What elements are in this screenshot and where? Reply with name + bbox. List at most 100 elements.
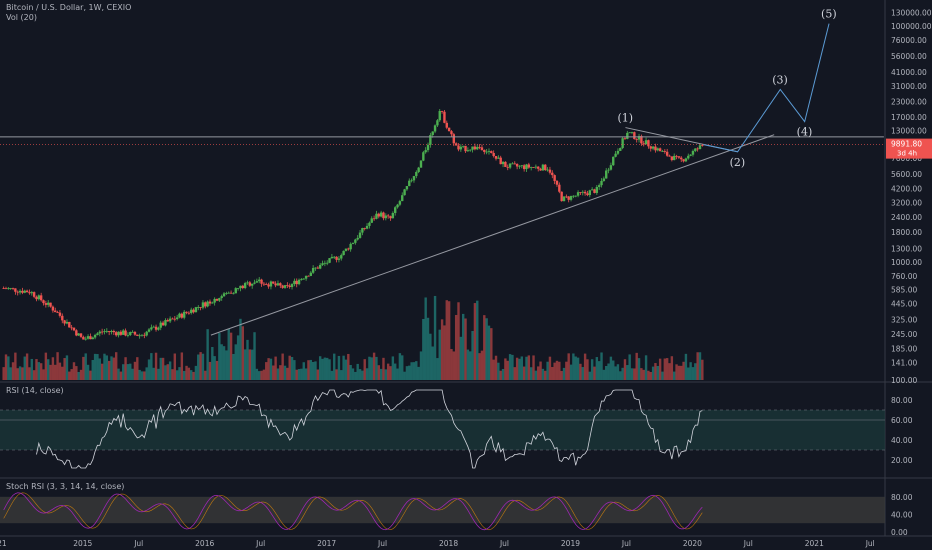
volume-bar — [600, 352, 603, 380]
candle-body — [77, 333, 80, 336]
volume-bar — [65, 355, 69, 380]
volume-bar — [541, 368, 545, 380]
volume-bar — [384, 369, 388, 380]
candle-body — [379, 212, 383, 217]
candle-body — [619, 148, 622, 151]
candle-body — [647, 140, 650, 147]
volume-bar — [593, 366, 596, 380]
wave-label: (3) — [772, 74, 788, 87]
candle-body — [302, 278, 305, 280]
rsi-line — [36, 389, 703, 469]
volume-bar — [408, 365, 411, 380]
price-badge-value: 9891.80 — [891, 140, 922, 149]
volume-bar — [16, 368, 19, 380]
candle-body — [642, 143, 645, 145]
volume-bar — [51, 357, 55, 380]
candle-body — [215, 298, 219, 301]
price-axis-tick: 17000.00 — [891, 113, 927, 122]
candle-body — [239, 285, 242, 289]
candle-body — [391, 212, 395, 219]
volume-bar — [276, 368, 280, 380]
time-axis-tick: 21 — [0, 539, 7, 548]
volume-bar — [354, 371, 357, 380]
candle-body — [520, 165, 524, 167]
candle-body — [492, 152, 495, 157]
candle-body — [569, 195, 573, 200]
candle-body — [443, 111, 446, 123]
candle-body — [112, 330, 116, 333]
volume-bar — [56, 352, 59, 380]
candle-body — [4, 288, 8, 290]
volume-bar — [417, 366, 420, 380]
wave-projection-path — [703, 23, 830, 153]
candle-body — [290, 284, 294, 287]
volume-bar — [304, 368, 308, 380]
candle-body — [342, 250, 345, 256]
volume-bar — [443, 325, 446, 380]
volume-bar — [382, 357, 385, 380]
candle-body — [194, 307, 198, 313]
candle-body — [248, 282, 252, 286]
volume-bar — [572, 353, 575, 380]
time-axis-tick: 2018 — [439, 539, 458, 548]
candle-body — [103, 331, 106, 332]
candle-body — [150, 327, 153, 330]
candle-body — [382, 212, 385, 219]
candle-body — [267, 284, 270, 287]
candle-body — [140, 334, 144, 336]
volume-bar — [75, 366, 78, 380]
volume-bar — [220, 344, 223, 380]
candle-body — [311, 267, 315, 273]
candle-body — [297, 279, 301, 285]
candle-body — [133, 331, 137, 335]
price-badge-countdown: 3d 4h — [897, 150, 917, 158]
volume-bar — [534, 370, 538, 380]
candle-body — [623, 138, 627, 140]
volume-bar — [398, 353, 402, 380]
volume-bar — [150, 353, 153, 380]
volume-bar — [265, 362, 268, 380]
candle-body — [436, 120, 439, 126]
volume-bar — [140, 371, 144, 380]
volume-bar — [32, 370, 36, 380]
volume-bar — [663, 358, 667, 380]
candle-body — [314, 267, 317, 269]
volume-bar — [466, 349, 470, 380]
candle-body — [640, 136, 643, 144]
candle-body — [494, 156, 498, 159]
volume-bar — [553, 362, 556, 380]
candle-body — [548, 169, 552, 173]
volume-bar — [157, 368, 160, 380]
volume-bar — [178, 367, 181, 380]
candle-body — [422, 152, 425, 161]
volume-bar — [555, 360, 559, 380]
time-axis-tick: 2016 — [195, 539, 214, 548]
candle-body — [286, 285, 289, 286]
volume-bar — [368, 356, 371, 380]
volume-bar — [694, 363, 697, 380]
candle-body — [25, 290, 29, 293]
candle-body — [93, 334, 97, 338]
candle-body — [124, 330, 127, 336]
rsi-axis-tick: 60.00 — [891, 416, 913, 425]
candle-body — [272, 281, 275, 284]
candle-body — [250, 283, 254, 286]
volume-bar — [522, 366, 526, 380]
volume-bar — [86, 364, 90, 380]
candle-body — [546, 169, 549, 171]
volume-bar — [410, 362, 413, 380]
price-axis-tick: 3200.00 — [891, 198, 922, 207]
candle-body — [114, 332, 118, 336]
candle-body — [558, 184, 561, 192]
candle-body — [110, 330, 113, 333]
candle-body — [583, 191, 587, 194]
stoch-axis-tick: 40.00 — [891, 510, 913, 519]
candle-body — [368, 222, 371, 226]
volume-bar — [279, 365, 282, 380]
candle-body — [532, 167, 535, 168]
candle-body — [54, 310, 57, 313]
time-axis-tick: 2017 — [317, 539, 336, 548]
volume-bar — [619, 371, 622, 380]
candle-body — [91, 337, 94, 340]
